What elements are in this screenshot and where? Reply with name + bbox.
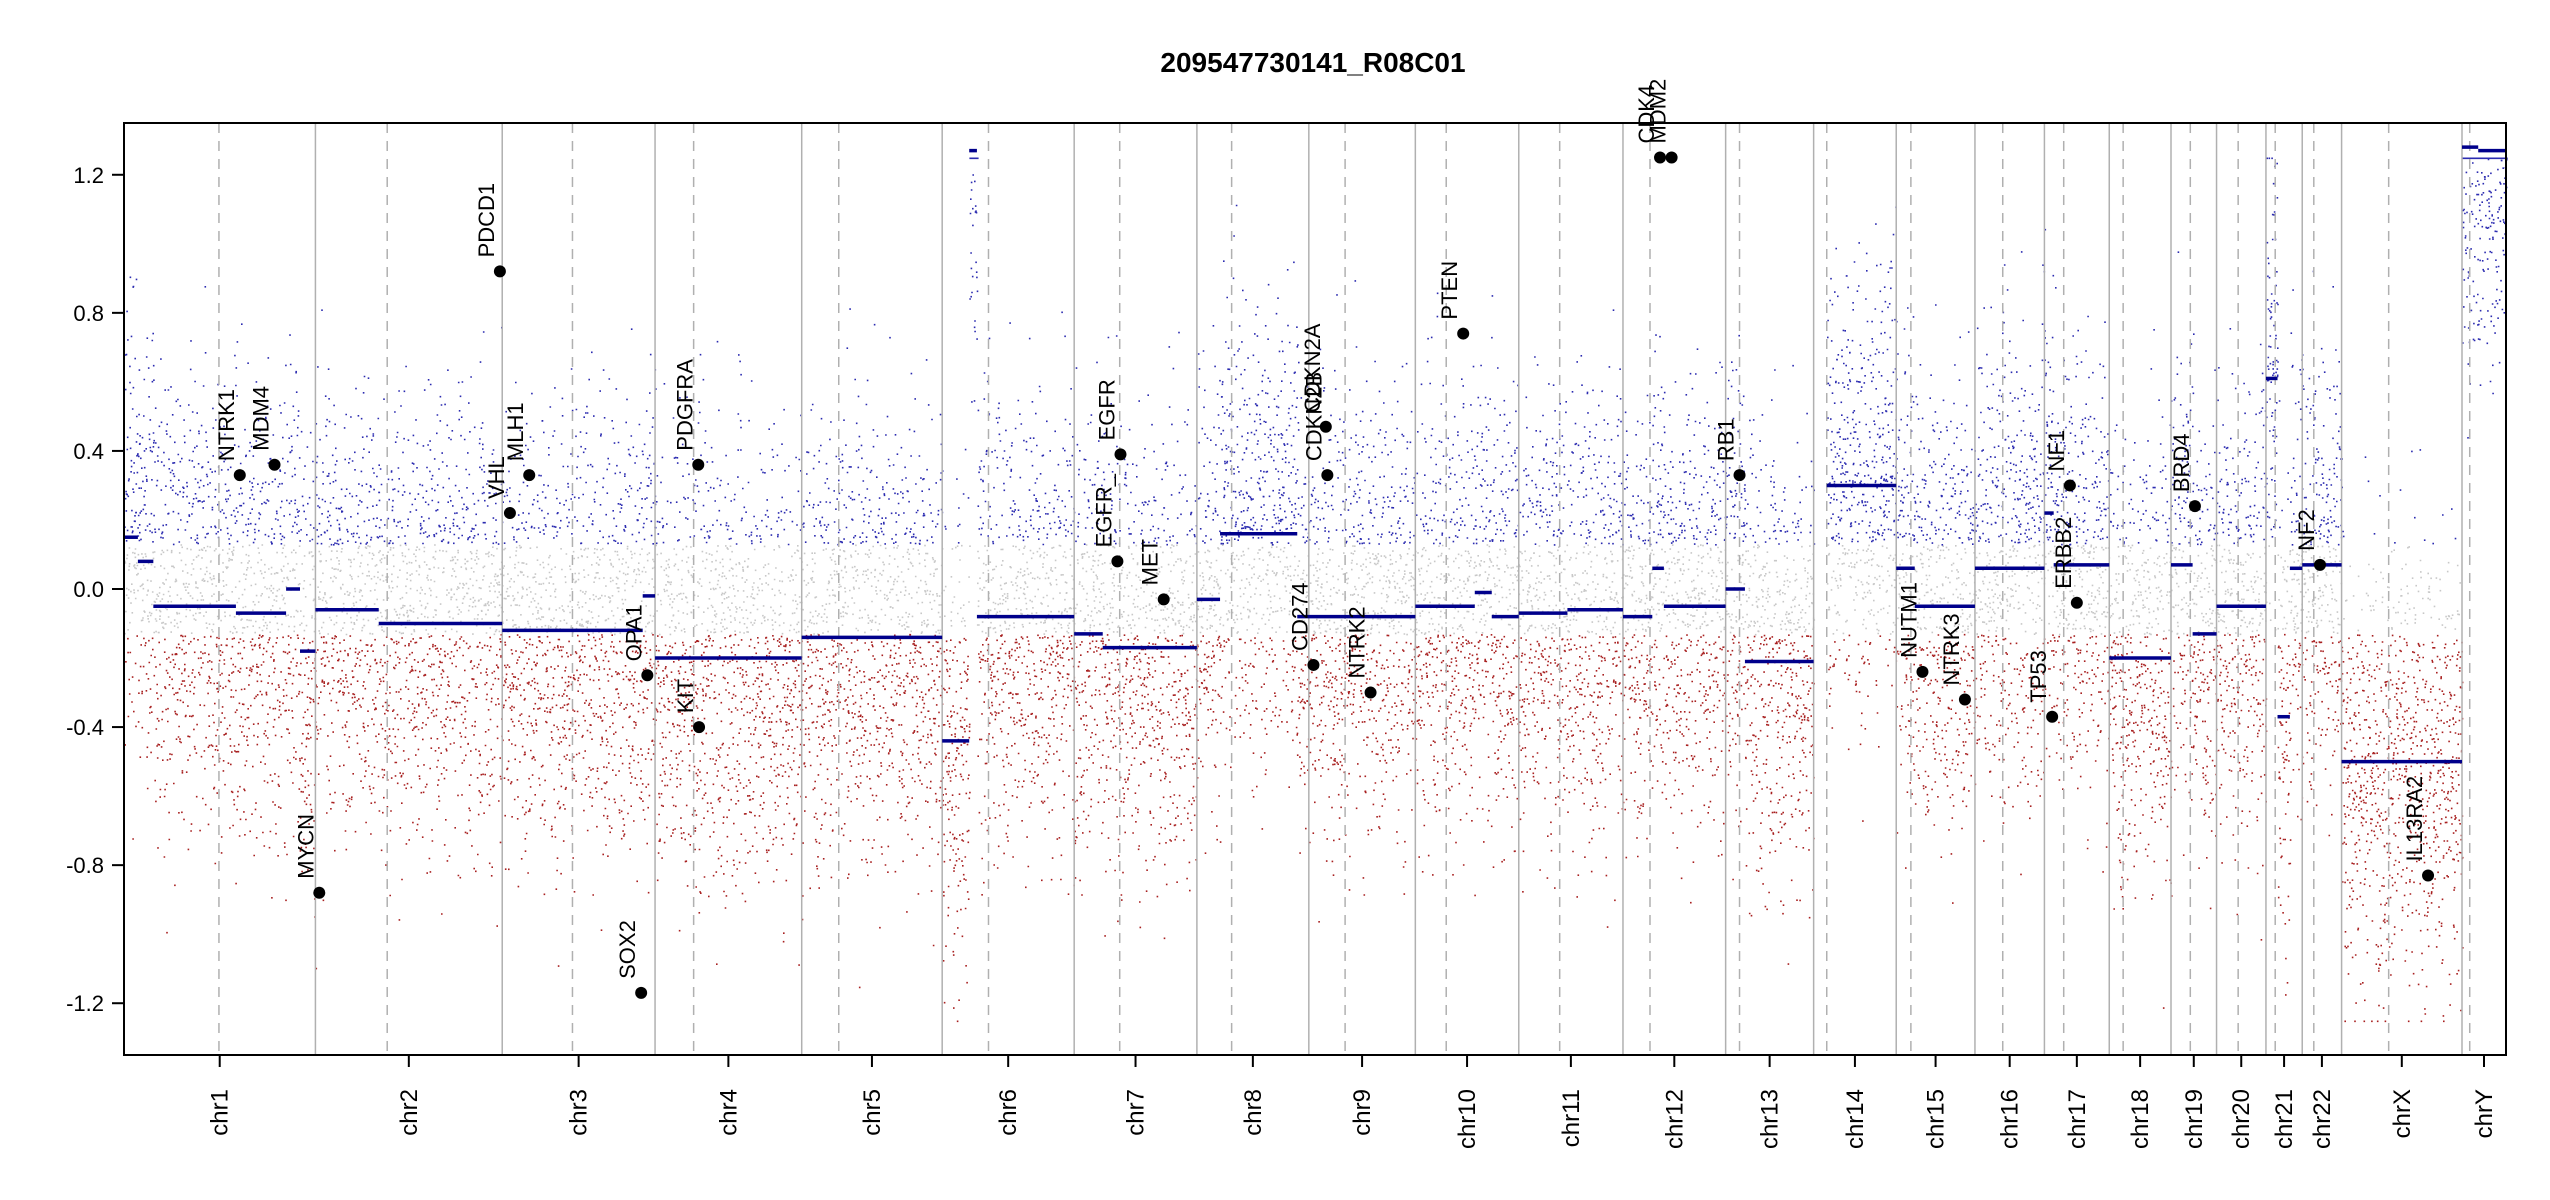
gene-point — [1321, 469, 1334, 482]
chromosome-label: chr8 — [1240, 1089, 1267, 1136]
gene-label: PTEN — [1437, 261, 1462, 320]
chromosome-label: chr12 — [1661, 1089, 1688, 1149]
gene-label: NUTM1 — [1896, 582, 1921, 658]
gene-label: NTRK2 — [1345, 606, 1370, 678]
gene-label: CDKN2A — [1300, 323, 1325, 413]
y-tick-label: -0.8 — [66, 853, 104, 878]
gene-label: MDM4 — [249, 386, 274, 451]
gene-point — [2063, 479, 2076, 492]
gene-point — [1307, 658, 1320, 671]
gene-point — [1958, 693, 1971, 706]
chromosome-label: chr18 — [2127, 1089, 2154, 1149]
gene-point — [233, 469, 246, 482]
gene-point — [503, 507, 516, 520]
gene-label: TP53 — [2026, 650, 2051, 703]
gene-label: CDK4 — [1634, 85, 1659, 144]
segments — [124, 145, 2506, 764]
chromosome-label: chr2 — [396, 1089, 423, 1136]
gene-label: NTRK3 — [1939, 613, 1964, 685]
gene-point — [1654, 151, 1667, 164]
y-tick-label: -1.2 — [66, 991, 104, 1016]
gene-markers: NTRK1 MDM4 MYCN VHL PDCD1 MLH1 SOX2 OPA1 PDGFRA K… — [214, 79, 2435, 999]
chromosome-label: chr9 — [1349, 1089, 1376, 1136]
chromosome-label: chr17 — [2064, 1089, 2091, 1149]
probe-cloud-neutral — [124, 544, 2462, 636]
gene-point — [693, 721, 706, 734]
gene-label: EGFR_ — [1091, 473, 1116, 547]
gene-point — [2070, 596, 2083, 609]
gene-point — [523, 469, 536, 482]
gene-label: VHL — [484, 456, 509, 499]
chromosome-label: chr15 — [1923, 1089, 1950, 1149]
gene-label: NF2 — [2294, 509, 2319, 551]
gene-label: NTRK1 — [214, 389, 239, 461]
y-tick-label: 0.4 — [73, 439, 104, 464]
probe-points — [124, 157, 2508, 1023]
chromosome-label: chr6 — [995, 1089, 1022, 1136]
chart-title: 209547730141_R08C01 — [1160, 47, 1465, 78]
chromosome-label: chr14 — [1842, 1089, 1869, 1149]
gene-point — [1319, 420, 1332, 433]
gene-point — [1665, 151, 1678, 164]
gene-label: OPA1 — [621, 604, 646, 661]
y-axis: 1.2 0.8 0.4 0.0 -0.4 -0.8 -1.2 — [66, 163, 124, 1016]
gene-label: CD274 — [1287, 582, 1312, 650]
gene-point — [641, 669, 654, 682]
gene-point — [1364, 686, 1377, 699]
chromosome-label: chr19 — [2181, 1089, 2208, 1149]
gene-point — [1733, 469, 1746, 482]
gene-point — [1114, 448, 1127, 461]
gene-point — [2046, 710, 2059, 723]
chromosome-label: chr3 — [566, 1089, 593, 1136]
chromosome-label: chr5 — [859, 1089, 886, 1136]
gene-point — [2188, 500, 2201, 513]
gene-point — [493, 265, 506, 278]
gene-label: CDKN2B — [1301, 372, 1326, 461]
chromosome-label: chr13 — [1757, 1089, 1784, 1149]
probe-cloud-loss — [124, 633, 2464, 1023]
gene-point — [635, 986, 648, 999]
gene-point — [2313, 558, 2326, 571]
gene-label: ERBB2 — [2051, 517, 2076, 589]
gene-point — [1157, 593, 1170, 606]
gene-point — [1916, 665, 1929, 678]
gene-label: BRD4 — [2169, 433, 2194, 492]
gene-label: MYCN — [293, 814, 318, 879]
gene-label: RB1 — [1714, 418, 1739, 461]
chromosome-label: chr20 — [2228, 1089, 2255, 1149]
y-tick-label: -0.4 — [66, 715, 104, 740]
chromosome-label: chr10 — [1454, 1089, 1481, 1149]
gene-label: IL13RA2 — [2402, 776, 2427, 862]
gene-point — [1111, 555, 1124, 568]
chromosome-label: chr21 — [2271, 1089, 2298, 1149]
chromosome-label: chr16 — [1997, 1089, 2024, 1149]
gene-label: NF1 — [2044, 430, 2069, 472]
chromosome-guides — [218, 123, 2471, 1055]
chromosome-label: chrX — [2389, 1089, 2416, 1138]
gene-point — [313, 886, 326, 899]
gene-label: KIT — [673, 679, 698, 713]
gene-point — [268, 458, 281, 471]
gene-label: PDCD1 — [474, 183, 499, 258]
gene-label: SOX2 — [615, 920, 640, 979]
gene-label: EGFR — [1094, 379, 1119, 440]
gene-label: MLH1 — [503, 402, 528, 461]
x-axis: chr1 chr2 chr3 chr4 chr5 chr6 chr7 chr8 chr9 chr1… — [207, 1055, 2498, 1149]
gene-label: PDGFRA — [672, 359, 697, 451]
gene-point — [1457, 327, 1470, 340]
chromosome-label: chr11 — [1558, 1089, 1585, 1147]
chromosome-label: chr22 — [2309, 1089, 2336, 1149]
gene-label: MET — [1138, 539, 1163, 585]
chromosome-label: chr4 — [715, 1089, 742, 1136]
y-tick-label: 0.0 — [73, 577, 104, 602]
chromosome-label: chrY — [2471, 1089, 2498, 1138]
gene-point — [2422, 869, 2435, 882]
y-tick-label: 0.8 — [73, 301, 104, 326]
chromosome-label: chr1 — [207, 1089, 234, 1136]
gene-label: MDM2 — [1646, 79, 1671, 144]
y-tick-label: 1.2 — [73, 163, 104, 188]
gene-point — [692, 458, 705, 471]
chromosome-label: chr7 — [1123, 1089, 1150, 1136]
